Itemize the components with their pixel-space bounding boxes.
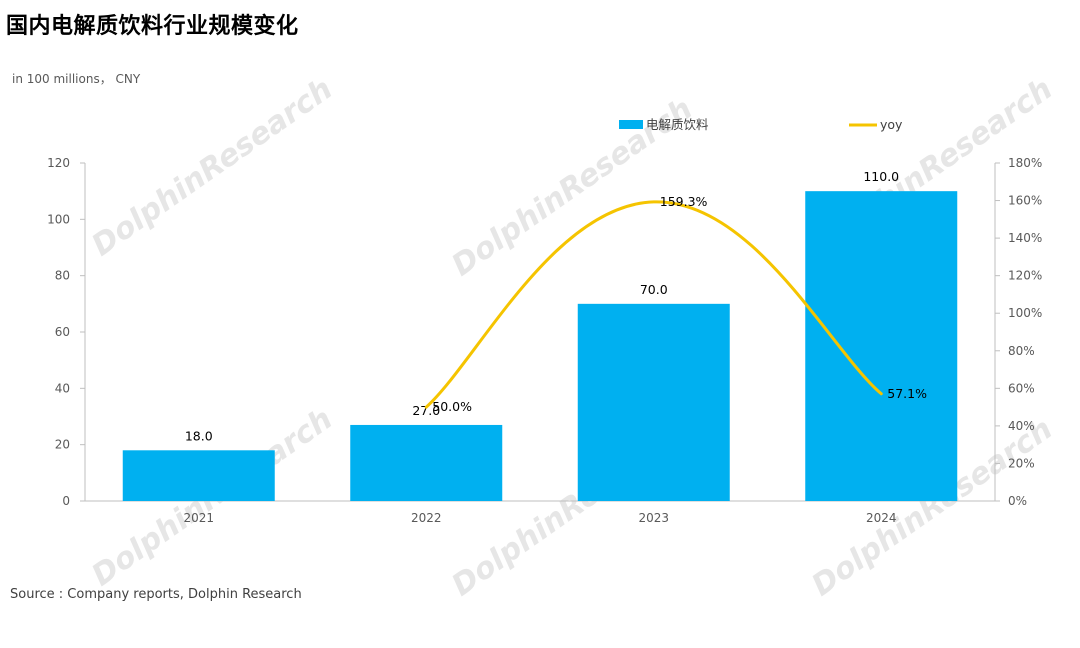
left-tick-label: 20 (55, 438, 70, 452)
source-note: Source : Company reports, Dolphin Resear… (10, 587, 302, 602)
chart-title: 国内电解质饮料行业规模变化 (6, 14, 299, 39)
unit-note: in 100 millions， CNY (12, 72, 141, 86)
x-tick-label: 2022 (411, 511, 442, 525)
bar-data-label: 70.0 (640, 282, 668, 297)
line-data-label: 50.0% (432, 399, 472, 414)
legend-label-line: yoy (880, 117, 903, 132)
bar-data-label: 27.0 (412, 403, 440, 418)
left-tick-label: 80 (55, 269, 70, 283)
left-tick-label: 40 (55, 381, 70, 395)
line-data-label: 159.3% (660, 194, 708, 209)
bar-data-label: 18.0 (185, 428, 213, 443)
right-tick-label: 160% (1008, 194, 1042, 208)
right-tick-label: 140% (1008, 231, 1042, 245)
left-tick-label: 120 (47, 156, 70, 170)
right-tick-label: 120% (1008, 269, 1042, 283)
left-tick-label: 100 (47, 212, 70, 226)
right-tick-label: 80% (1008, 344, 1035, 358)
x-tick-label: 2023 (638, 511, 669, 525)
bar (122, 450, 275, 501)
x-tick-label: 2021 (183, 511, 214, 525)
right-tick-label: 180% (1008, 156, 1042, 170)
left-tick-label: 60 (55, 325, 70, 339)
legend-label-bar: 电解质饮料 (646, 117, 709, 132)
yoy-line (424, 200, 883, 409)
right-tick-label: 20% (1008, 456, 1035, 470)
bar (350, 424, 503, 501)
bar-data-label: 110.0 (863, 169, 899, 184)
right-tick-label: 60% (1008, 381, 1035, 395)
x-tick-label: 2024 (866, 511, 897, 525)
bar (577, 303, 730, 501)
left-tick-label: 0 (62, 494, 70, 508)
right-tick-label: 0% (1008, 494, 1027, 508)
right-tick-label: 40% (1008, 419, 1035, 433)
line-data-label: 57.1% (887, 386, 927, 401)
bar (805, 191, 958, 501)
legend-swatch-bar (619, 120, 643, 129)
right-tick-label: 100% (1008, 306, 1042, 320)
